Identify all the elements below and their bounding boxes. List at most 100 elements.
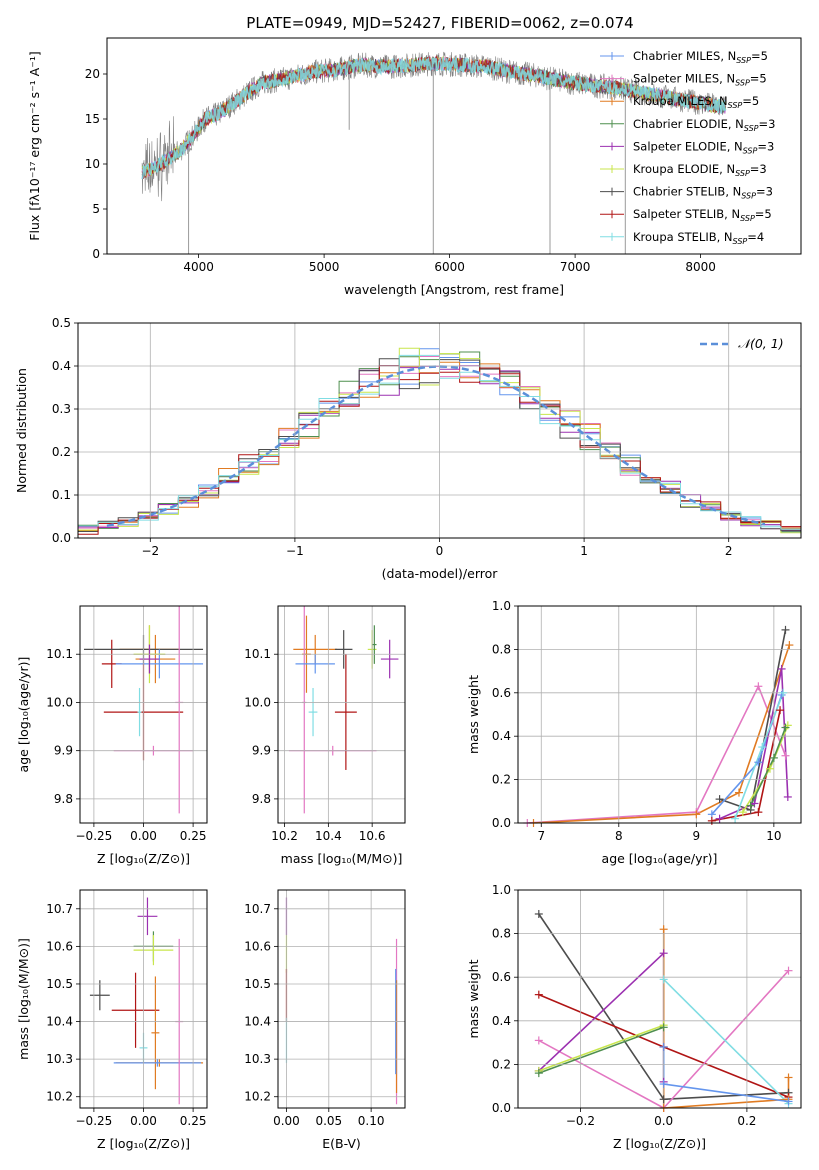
axes-frame	[77, 322, 802, 539]
x-tick-label: 8	[615, 829, 623, 843]
plot-area	[527, 629, 791, 823]
massweight-vs-age-panel: 7 8 9 10 0.0 0.2 0.4 0.6 0.8 1.0 age [log₁₀(age/yr…	[466, 599, 802, 866]
legend-subscript: SSP	[740, 214, 755, 223]
spectrum-panel: 4000 5000 6000 7000 8000 0 5 10 15 20 wavelength […	[27, 37, 802, 297]
x-axis-label: wavelength [Angstrom, rest frame]	[344, 282, 564, 297]
x-tick-label: 0.05	[315, 1114, 342, 1128]
legend-count: =5	[755, 207, 772, 221]
legend-label: Salpeter MILES, N	[633, 72, 735, 86]
y-tick-label: 0.4	[492, 1014, 511, 1028]
errorbar-point	[133, 935, 174, 966]
mass-weight-marker	[765, 764, 774, 773]
mass-weight-line	[719, 629, 787, 812]
legend-label: Chabrier ELODIE, N	[633, 117, 744, 131]
mass-weight-marker	[754, 758, 763, 767]
legend-count: =5	[751, 49, 768, 63]
x-tick-label: 8000	[685, 260, 716, 274]
errorbar-point	[137, 687, 142, 737]
legend-label: Chabrier MILES, N	[633, 49, 736, 63]
mass-weight-marker	[754, 808, 763, 817]
x-tick-label: 0.00	[130, 829, 157, 843]
y-tick-label: 0.2	[492, 773, 511, 787]
mass-weight-marker	[769, 753, 778, 762]
x-tick-label: 10	[766, 829, 781, 843]
y-tick-label: 15	[85, 112, 100, 126]
errorbar-point	[139, 644, 160, 674]
axes-frame	[79, 889, 208, 1109]
legend-subscript: SSP	[728, 101, 743, 110]
axes-frame	[517, 889, 802, 1109]
y-tick-label: 0.8	[492, 642, 511, 656]
plot-area	[141, 51, 727, 254]
legend-entry: Salpeter STELIB, NSSP=5	[633, 207, 772, 223]
mass-weight-marker	[659, 949, 668, 958]
mass-weight-marker	[659, 1095, 668, 1104]
figure-title: PLATE=0949, MJD=52427, FIBERID=0062, z=0…	[246, 14, 633, 32]
legend-count: =5	[742, 94, 759, 108]
mass-weight-line	[538, 1026, 664, 1074]
legend-count: =3	[757, 139, 774, 153]
mass-vs-Z-panel: −0.25 0.00 0.25 10.2 10.3 10.4 10.5 10.6 10.7 Z […	[16, 889, 208, 1151]
errorbar-point	[334, 630, 353, 669]
axes-frame	[79, 605, 208, 824]
y-tick-label: 9.9	[54, 744, 73, 758]
legend-entry: Chabrier STELIB, NSSP=3	[633, 185, 773, 201]
x-tick-label: 0.0	[654, 1114, 673, 1128]
y-tick-label: 1.0	[492, 599, 511, 613]
y-tick-label: 0.6	[492, 686, 511, 700]
mass-weight-marker	[781, 625, 790, 634]
legend-label: Kroupa MILES, N	[633, 94, 728, 108]
x-tick-label: −0.2	[566, 1114, 595, 1128]
legend-count: =5	[750, 72, 767, 86]
x-tick-label: 0.2	[737, 1114, 756, 1128]
mass-weight-marker	[659, 975, 668, 984]
mass-weight-marker	[659, 1023, 668, 1032]
legend-label: Chabrier STELIB, N	[633, 185, 741, 199]
y-tick-label: 10.5	[244, 977, 271, 991]
x-tick-label: 1	[580, 544, 588, 558]
y-tick-label: 10.3	[244, 1052, 271, 1066]
mass-weight-marker	[746, 801, 755, 810]
spectrum-model-line	[141, 56, 727, 180]
x-tick-label: 0.25	[180, 829, 207, 843]
legend-label: Kroupa ELODIE, N	[633, 162, 735, 176]
y-tick-label: 0.5	[52, 316, 71, 330]
mass-weight-marker	[707, 816, 716, 825]
legend-count: =4	[747, 230, 764, 244]
x-tick-label: 5000	[309, 260, 340, 274]
mass-weight-marker	[534, 990, 543, 999]
x-tick-label: 0.10	[358, 1114, 385, 1128]
mass-weight-line	[662, 929, 790, 1108]
y-tick-label: 9.8	[252, 792, 271, 806]
legend-entry: Kroupa ELODIE, NSSP=3	[633, 162, 767, 178]
x-tick-label: 7000	[560, 260, 591, 274]
legend-count: =3	[750, 162, 767, 176]
x-tick-label: 10.2	[271, 829, 298, 843]
y-tick-label: 0.6	[492, 970, 511, 984]
y-tick-label: 10.0	[46, 695, 73, 709]
legend-count: =3	[759, 117, 776, 131]
mass-weight-marker	[534, 909, 543, 918]
y-tick-label: 0.0	[52, 531, 71, 545]
y-axis-label: age [log₁₀(age/yr)]	[16, 657, 31, 773]
x-tick-label: −0.25	[76, 1114, 113, 1128]
legend-entry: Salpeter MILES, NSSP=5	[633, 72, 767, 88]
y-tick-label: 10.3	[46, 1052, 73, 1066]
y-tick-label: 20	[85, 67, 100, 81]
mass-weight-marker	[738, 808, 747, 817]
y-tick-label: 10.4	[244, 1015, 271, 1029]
legend-subscript: SSP	[735, 79, 750, 88]
y-tick-label: 5	[92, 202, 100, 216]
x-tick-label: 4000	[183, 260, 214, 274]
legend-label: Kroupa STELIB, N	[633, 230, 733, 244]
errorbar-point	[111, 972, 160, 1048]
y-tick-label: 10.6	[244, 939, 271, 953]
x-axis-label: Z [log₁₀(Z/Z⊙)]	[613, 1136, 706, 1151]
mass-weight-marker	[731, 814, 740, 823]
x-tick-label: −1	[286, 544, 304, 558]
massweight-vs-Z-panel: −0.2 0.0 0.2 0.0 0.2 0.4 0.6 0.8 1.0 Z [log₁₀(Z/Z…	[466, 883, 802, 1151]
mass-weight-marker	[779, 688, 788, 697]
legend-subscript: SSP	[735, 169, 750, 178]
y-tick-label: 10.1	[46, 647, 73, 661]
x-tick-label: −2	[141, 544, 159, 558]
